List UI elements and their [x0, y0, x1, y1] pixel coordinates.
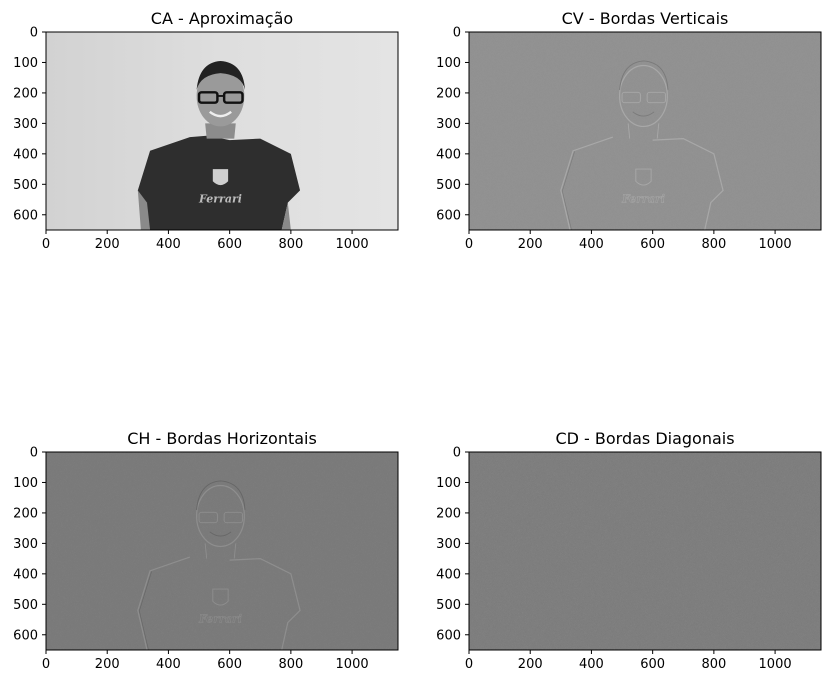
axes-frame: [468, 451, 822, 651]
y-tick-label: 300: [13, 537, 38, 552]
subplot-title: CD - Bordas Diagonais: [555, 429, 734, 448]
y-tick-label: 600: [13, 208, 38, 223]
shirt-text: Ferrari: [621, 193, 665, 206]
subplot-title: CA - Aproximação: [151, 9, 293, 28]
y-tick-label: 300: [436, 537, 461, 552]
x-tick-label: 200: [95, 237, 120, 252]
image-area: Ferrari: [46, 452, 398, 650]
x-tick-label: 800: [278, 657, 303, 672]
x-tick-label: 1000: [759, 657, 792, 672]
y-tick-label: 400: [436, 147, 461, 162]
x-tick-label: 200: [95, 657, 120, 672]
y-tick-label: 100: [13, 476, 38, 491]
x-tick-label: 600: [640, 237, 665, 252]
y-tick-label: 300: [436, 117, 461, 132]
image-area: Ferrari: [46, 32, 398, 230]
x-tick-label: 200: [518, 657, 543, 672]
y-tick-label: 100: [13, 56, 38, 71]
y-tick-label: 400: [13, 147, 38, 162]
y-tick-label: 400: [13, 567, 38, 582]
y-tick-label: 600: [436, 628, 461, 643]
y-tick-label: 600: [436, 208, 461, 223]
x-tick-label: 1000: [336, 237, 369, 252]
x-tick-label: 200: [518, 237, 543, 252]
x-tick-label: 400: [579, 237, 604, 252]
x-tick-label: 400: [156, 237, 181, 252]
subplot-title: CH - Bordas Horizontais: [127, 429, 317, 448]
y-tick-label: 400: [436, 567, 461, 582]
axes-frame: [468, 31, 822, 231]
x-tick-label: 0: [465, 657, 473, 672]
y-tick-label: 500: [13, 598, 38, 613]
x-tick-label: 0: [42, 657, 50, 672]
subplot-4: CD - Bordas Diagonais 0 200 400 600 800 1000 0 1…: [436, 429, 822, 672]
x-tick-label: 800: [278, 237, 303, 252]
x-tick-label: 600: [217, 657, 242, 672]
subplot-title: CV - Bordas Verticais: [562, 9, 729, 28]
shirt-text: Ferrari: [198, 613, 242, 626]
shirt-text: Ferrari: [198, 193, 242, 206]
y-tick-label: 200: [13, 86, 38, 101]
y-tick-label: 0: [453, 446, 461, 461]
image-area: [469, 452, 821, 650]
y-tick-label: 0: [30, 26, 38, 41]
y-tick-label: 600: [13, 628, 38, 643]
y-tick-label: 200: [13, 506, 38, 521]
y-tick-label: 0: [453, 26, 461, 41]
image-area: Ferrari: [469, 32, 821, 230]
y-tick-label: 0: [30, 446, 38, 461]
axes-frame: [45, 451, 399, 651]
y-tick-label: 100: [436, 476, 461, 491]
x-tick-label: 800: [701, 237, 726, 252]
subplot-3: Ferrari CH - Bordas Horizontais 0 200 400 600…: [13, 429, 399, 672]
x-tick-label: 800: [701, 657, 726, 672]
axes-frame: [45, 31, 399, 231]
y-tick-label: 100: [436, 56, 461, 71]
x-tick-label: 1000: [336, 657, 369, 672]
y-tick-label: 500: [436, 178, 461, 193]
x-tick-label: 0: [42, 237, 50, 252]
x-tick-label: 400: [579, 657, 604, 672]
x-tick-label: 1000: [759, 237, 792, 252]
y-tick-label: 500: [436, 598, 461, 613]
x-tick-label: 600: [217, 237, 242, 252]
y-tick-label: 200: [436, 506, 461, 521]
subplot-2: Ferrari CV - Bordas Verticais 0 200 400 600 80…: [436, 9, 822, 252]
x-tick-label: 600: [640, 657, 665, 672]
y-tick-label: 200: [436, 86, 461, 101]
y-tick-label: 500: [13, 178, 38, 193]
x-tick-label: 0: [465, 237, 473, 252]
x-tick-label: 400: [156, 657, 181, 672]
y-tick-label: 300: [13, 117, 38, 132]
